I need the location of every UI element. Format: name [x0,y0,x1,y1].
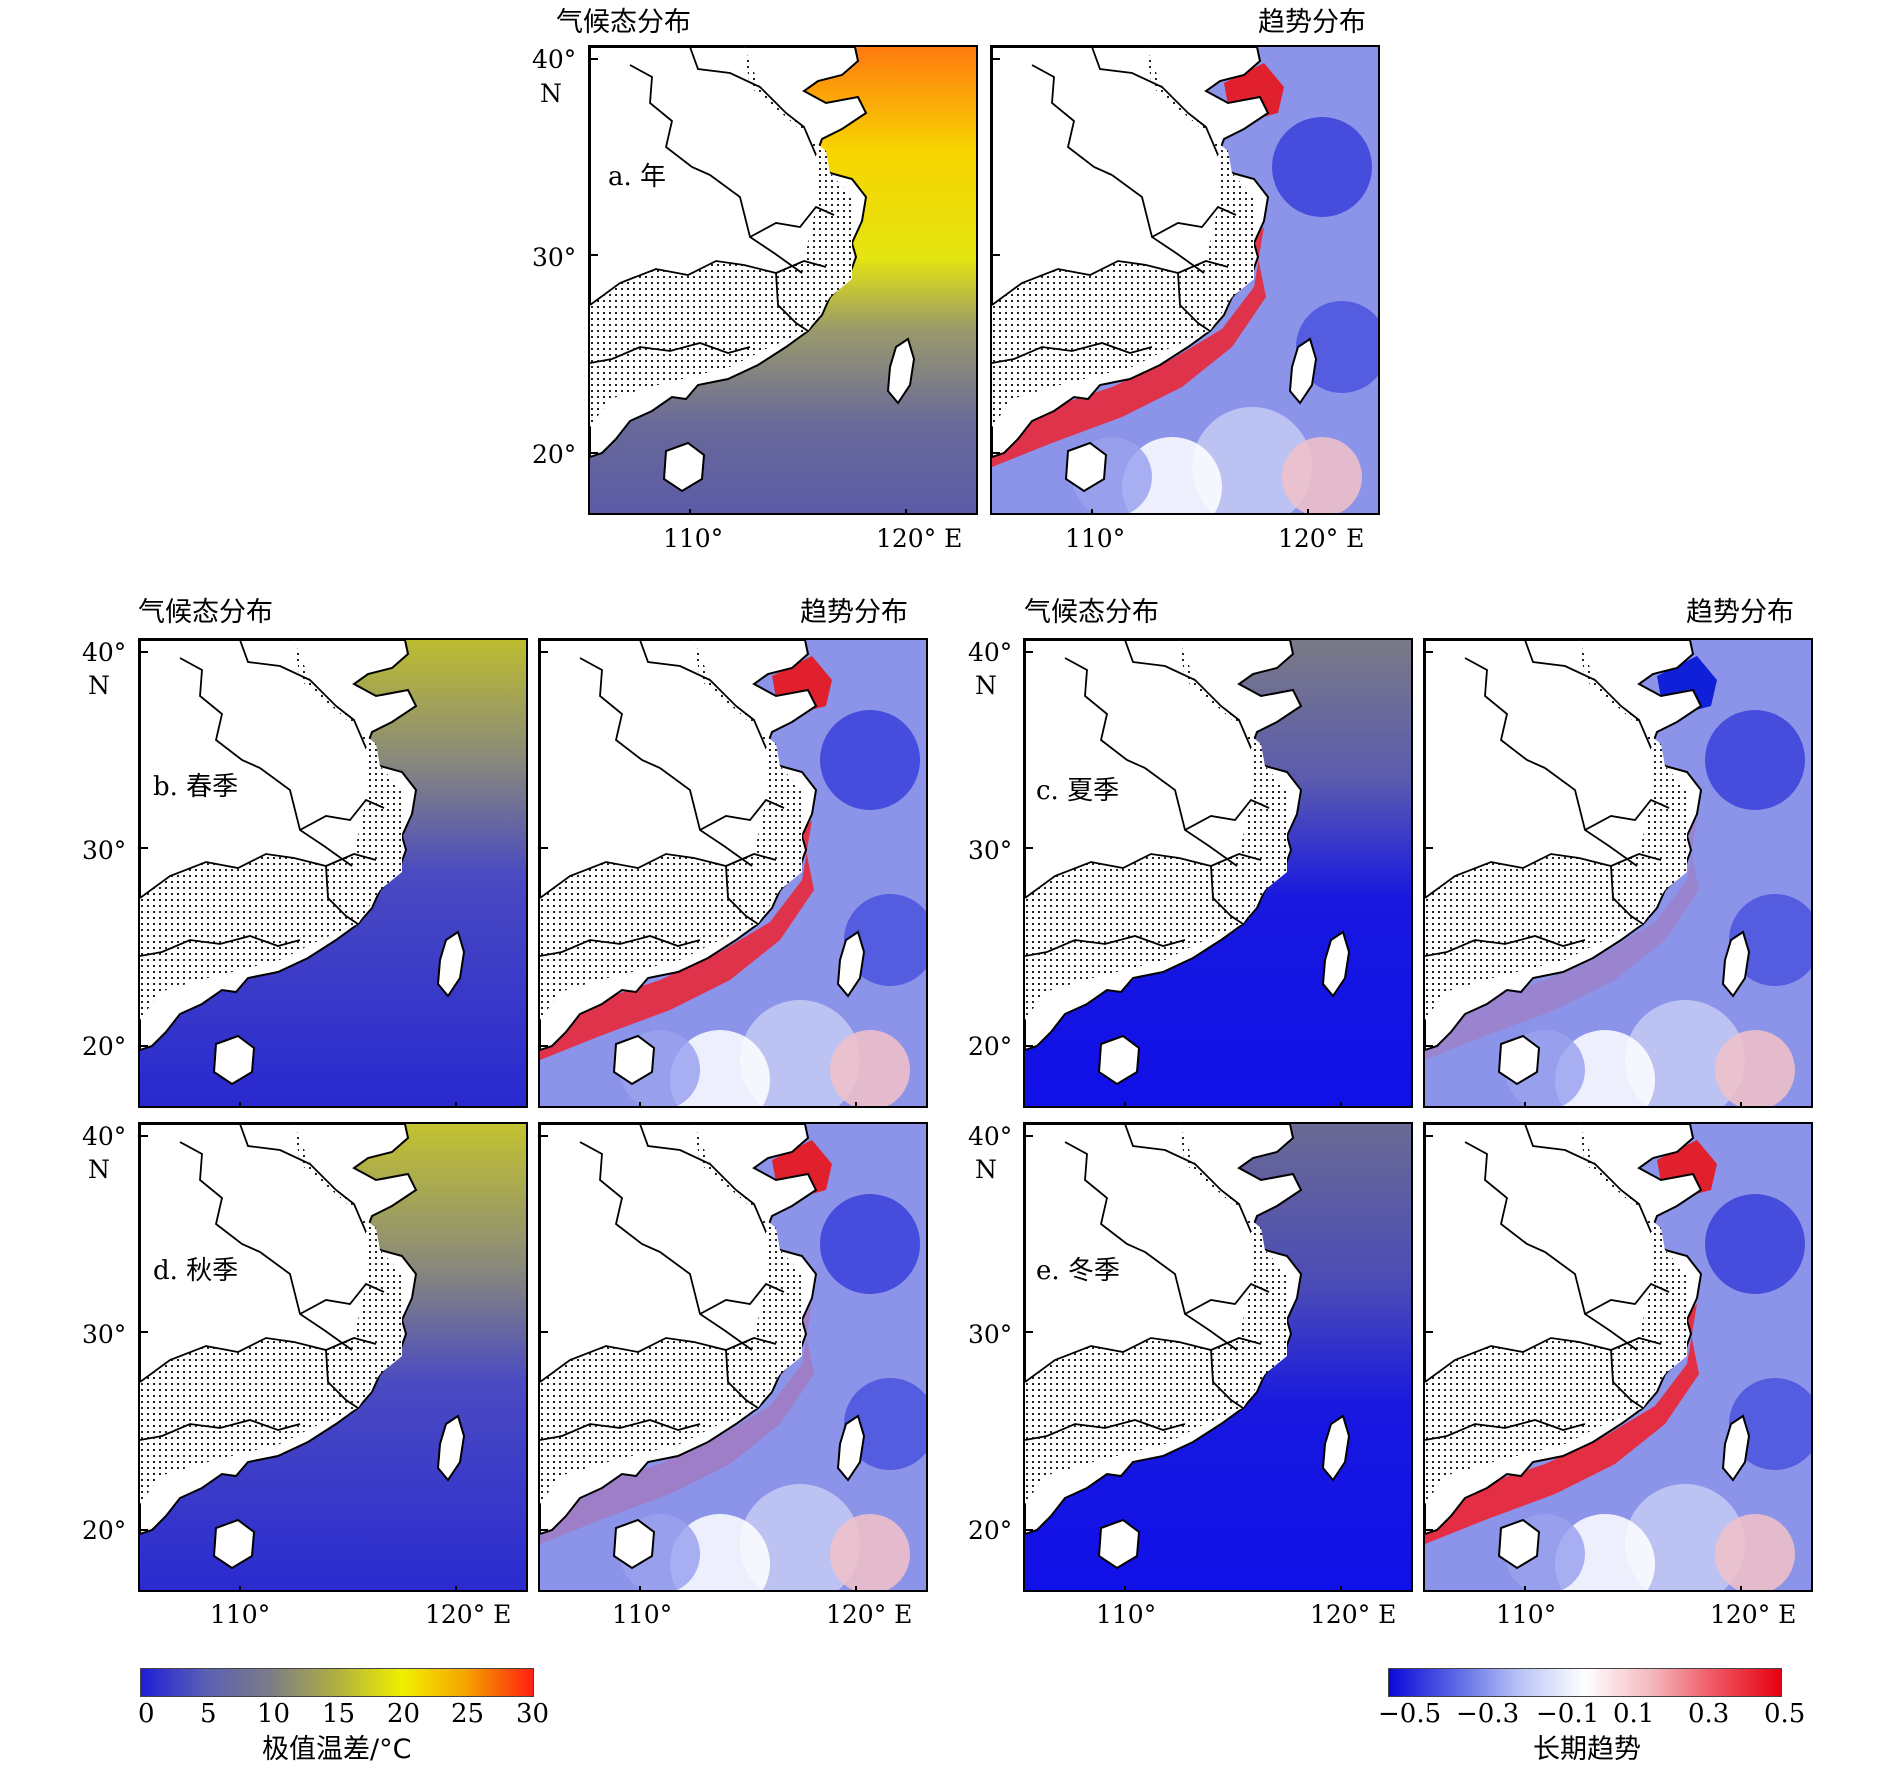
lat-unit-a: N [540,79,562,108]
map-trend-b [538,638,928,1108]
lat-tick-30-e: 30° [968,1320,1013,1349]
header-climate-a: 气候态分布 [556,7,691,38]
cb-climate-tick-10: 10 [257,1699,291,1729]
colorbar-climate [140,1668,534,1697]
lon-tick-120-d1: 120° E [425,1600,512,1629]
cb-trend-tick-m03: −0.3 [1456,1699,1520,1729]
map-climate-b [138,638,528,1108]
cb-trend-title: 长期趋势 [1533,1734,1641,1765]
lat-tick-40-e: 40° [968,1122,1013,1151]
lat-tick-30-b: 30° [82,836,127,865]
cb-climate-title: 极值温差/°C [262,1734,412,1765]
header-trend-bd: 趋势分布 [800,597,908,628]
cb-climate-tick-20: 20 [387,1699,421,1729]
cb-climate-tick-25: 25 [451,1699,485,1729]
map-climate-a [588,45,978,515]
map-climate-e [1023,1122,1413,1592]
cb-trend-tick-m05: −0.5 [1378,1699,1442,1729]
lon-tick-110-e2: 110° [1496,1600,1557,1629]
map-trend-c [1423,638,1813,1108]
cb-trend-tick-01: 0.1 [1613,1699,1655,1729]
map-climate-d [138,1122,528,1592]
lat-tick-30-c: 30° [968,836,1013,865]
lat-tick-40-b: 40° [82,638,127,667]
lon-tick-120-e1: 120° E [1310,1600,1397,1629]
lon-tick-120-d2: 120° E [826,1600,913,1629]
lat-tick-40-a: 40° [532,45,577,74]
map-trend-a [990,45,1380,515]
panel-label-b: b. 春季 [153,772,239,802]
map-trend-e [1423,1122,1813,1592]
map-climate-c [1023,638,1413,1108]
header-climate-ce: 气候态分布 [1024,597,1159,628]
cb-trend-tick-m01: −0.1 [1536,1699,1600,1729]
cb-trend-tick-03: 0.3 [1688,1699,1730,1729]
cb-trend-tick-05: 0.5 [1764,1699,1806,1729]
lat-tick-20-b: 20° [82,1032,127,1061]
lon-tick-110-a1: 110° [663,524,724,553]
lon-tick-120-a2: 120° E [1278,524,1365,553]
lon-tick-110-d2: 110° [612,1600,673,1629]
panel-label-d: d. 秋季 [153,1256,239,1286]
cb-climate-tick-0: 0 [138,1699,155,1729]
lat-tick-20-d: 20° [82,1516,127,1545]
lat-tick-40-d: 40° [82,1122,127,1151]
lat-tick-30-d: 30° [82,1320,127,1349]
lat-tick-30-a: 30° [532,243,577,272]
lon-tick-110-a2: 110° [1065,524,1126,553]
header-trend-ce: 趋势分布 [1686,597,1794,628]
lat-unit-b: N [88,671,110,700]
header-climate-bd: 气候态分布 [138,597,273,628]
lat-tick-40-c: 40° [968,638,1013,667]
lat-unit-d: N [88,1155,110,1184]
cb-climate-tick-15: 15 [322,1699,356,1729]
lat-tick-20-c: 20° [968,1032,1013,1061]
lat-tick-20-e: 20° [968,1516,1013,1545]
map-trend-d [538,1122,928,1592]
header-trend-a: 趋势分布 [1258,7,1366,38]
cb-climate-tick-5: 5 [200,1699,217,1729]
panel-label-a: a. 年 [608,162,667,192]
lat-unit-e: N [975,1155,997,1184]
lon-tick-110-d1: 110° [210,1600,271,1629]
lon-tick-120-e2: 120° E [1710,1600,1797,1629]
panel-label-c: c. 夏季 [1036,776,1120,806]
colorbar-trend [1388,1668,1782,1697]
panel-label-e: e. 冬季 [1036,1256,1120,1286]
lon-tick-110-e1: 110° [1096,1600,1157,1629]
lat-tick-20-a: 20° [532,440,577,469]
cb-climate-tick-30: 30 [516,1699,550,1729]
lon-tick-120-a1: 120° E [876,524,963,553]
lat-unit-c: N [975,671,997,700]
